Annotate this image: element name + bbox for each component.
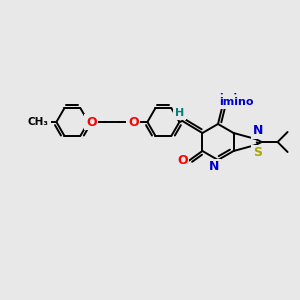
Text: O: O (177, 154, 188, 166)
Text: H: H (175, 108, 184, 118)
Text: CH₃: CH₃ (28, 117, 49, 127)
Text: O: O (128, 116, 139, 128)
Text: imino: imino (219, 97, 253, 107)
Text: imino: imino (219, 93, 251, 103)
Text: S: S (253, 146, 262, 160)
Text: N: N (252, 124, 263, 137)
Text: O: O (86, 116, 97, 128)
Text: N: N (209, 160, 219, 173)
